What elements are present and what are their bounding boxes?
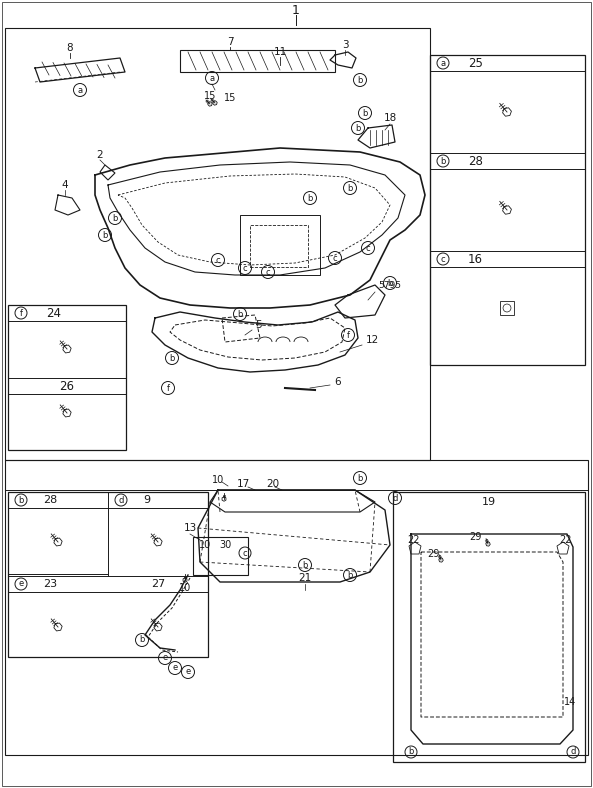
Text: 15: 15 — [224, 93, 236, 103]
Text: 18: 18 — [384, 113, 397, 123]
Text: c: c — [441, 255, 445, 263]
Text: 27: 27 — [151, 579, 165, 589]
Text: d: d — [393, 493, 398, 503]
Text: e: e — [162, 653, 168, 663]
Bar — [8, 305, 126, 450]
Text: b: b — [347, 571, 353, 579]
Text: b: b — [18, 496, 24, 504]
Text: 2: 2 — [97, 150, 103, 160]
Text: 1: 1 — [292, 3, 300, 17]
Text: 9: 9 — [143, 495, 150, 505]
Text: 12: 12 — [365, 335, 378, 345]
Text: 19: 19 — [482, 497, 496, 507]
Text: 22: 22 — [559, 535, 571, 545]
Text: 28: 28 — [468, 154, 483, 168]
Text: 29: 29 — [469, 532, 481, 542]
Text: c: c — [366, 243, 370, 252]
Text: d: d — [570, 748, 576, 756]
Text: 15: 15 — [204, 91, 216, 101]
Text: 17: 17 — [237, 479, 250, 489]
Text: 30: 30 — [219, 540, 231, 550]
Text: 5795: 5795 — [378, 281, 401, 289]
Text: 7: 7 — [227, 37, 233, 47]
Bar — [8, 492, 208, 657]
Bar — [500, 301, 514, 315]
Text: 5: 5 — [254, 320, 262, 330]
Text: b: b — [307, 194, 313, 203]
Text: 10: 10 — [199, 540, 211, 550]
Text: b: b — [358, 474, 363, 482]
Text: b: b — [387, 278, 393, 288]
Text: f: f — [20, 308, 23, 318]
Text: f: f — [346, 330, 349, 340]
Text: d: d — [119, 496, 124, 504]
Text: b: b — [362, 109, 368, 117]
Text: b: b — [237, 310, 243, 318]
Text: 8: 8 — [66, 43, 74, 53]
Text: a: a — [78, 86, 82, 95]
Text: 14: 14 — [564, 697, 576, 707]
Text: b: b — [441, 157, 446, 165]
Text: f: f — [167, 384, 170, 392]
Text: e: e — [173, 663, 178, 672]
Text: b: b — [347, 184, 353, 192]
Text: b: b — [355, 124, 361, 132]
Text: b: b — [358, 76, 363, 84]
Text: 11: 11 — [273, 47, 286, 57]
Text: 4: 4 — [62, 180, 68, 190]
Text: c: c — [243, 263, 247, 273]
Text: 26: 26 — [59, 380, 75, 392]
Text: b: b — [302, 560, 308, 570]
Text: 21: 21 — [298, 573, 312, 583]
Bar — [193, 537, 248, 575]
Text: c: c — [333, 254, 337, 262]
Text: b: b — [103, 231, 108, 240]
Text: 6: 6 — [334, 377, 342, 387]
Bar — [180, 50, 335, 72]
Text: a: a — [209, 73, 215, 83]
Text: a: a — [441, 58, 445, 68]
Text: c: c — [266, 267, 270, 277]
Text: c: c — [216, 255, 221, 265]
Text: e: e — [186, 667, 190, 677]
Text: b: b — [139, 635, 145, 645]
Text: 16: 16 — [468, 252, 483, 266]
Bar — [250, 225, 308, 267]
Text: 20: 20 — [266, 479, 279, 489]
Bar — [240, 215, 320, 275]
Text: 22: 22 — [407, 535, 419, 545]
Bar — [430, 55, 585, 365]
Bar — [5, 28, 430, 460]
Text: 10: 10 — [212, 475, 224, 485]
Text: 13: 13 — [183, 523, 197, 533]
Text: 25: 25 — [468, 57, 483, 69]
Text: 23: 23 — [43, 579, 57, 589]
Text: 28: 28 — [43, 495, 58, 505]
Text: b: b — [409, 748, 414, 756]
Text: 10: 10 — [179, 583, 191, 593]
Text: 3: 3 — [342, 40, 348, 50]
Bar — [5, 460, 588, 755]
Text: 29: 29 — [427, 549, 439, 559]
Text: e: e — [18, 579, 24, 589]
Text: 24: 24 — [46, 307, 61, 319]
Text: b: b — [112, 214, 117, 222]
Text: c: c — [243, 548, 247, 557]
Bar — [393, 492, 585, 762]
Text: b: b — [170, 354, 175, 362]
